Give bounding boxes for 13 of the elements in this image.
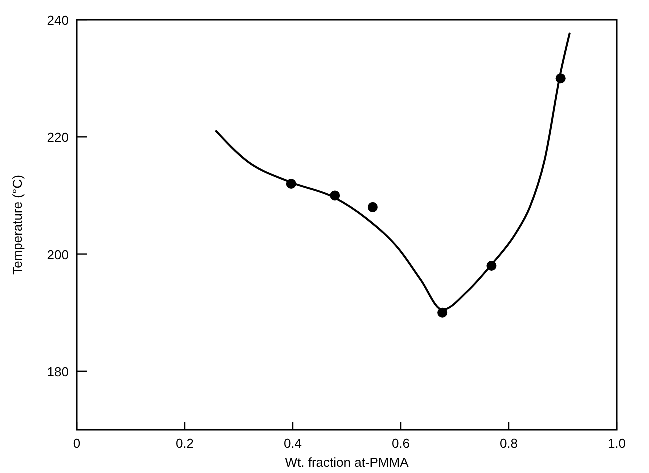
y-tick-label: 180 (47, 364, 69, 380)
x-tick-label: 0.2 (176, 436, 194, 451)
y-tick-label: 220 (47, 130, 69, 146)
y-tick-label: 200 (47, 247, 69, 262)
x-tick-label: 1.0 (608, 436, 626, 451)
x-tick-label: 0.8 (500, 436, 518, 451)
point (368, 202, 378, 212)
x-axis-title: Wt. fraction at-PMMA (285, 455, 410, 470)
x-tick-label: 0 (73, 436, 81, 451)
y-tick-label: 240 (47, 13, 69, 28)
x-tick-label: 0.4 (284, 436, 302, 451)
y-axis-title: Temperature (°C) (10, 175, 25, 275)
x-tick-label: 0.6 (392, 436, 410, 451)
